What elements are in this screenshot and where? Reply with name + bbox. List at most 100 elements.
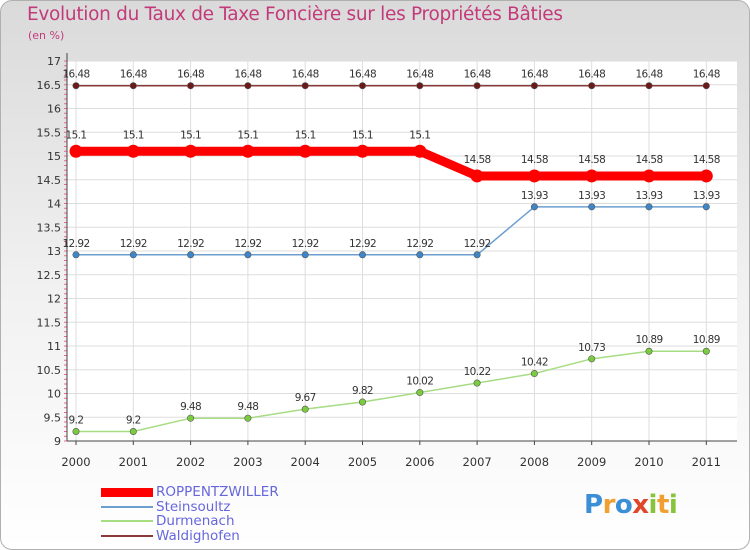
- data-label: 15.1: [352, 129, 373, 141]
- data-label: 16.48: [521, 69, 548, 81]
- data-label: 12.92: [464, 238, 491, 250]
- data-label: 9.2: [69, 415, 84, 427]
- y-tick-label: 9.5: [44, 411, 62, 424]
- x-tick-label: 2011: [692, 455, 721, 469]
- data-point: [184, 144, 198, 158]
- data-label: 9.48: [237, 401, 258, 413]
- y-tick-label: 14.5: [37, 174, 62, 187]
- data-label: 10.42: [521, 357, 548, 369]
- x-tick-label: 2001: [119, 455, 148, 469]
- data-label: 12.92: [292, 238, 319, 250]
- data-point: [416, 389, 424, 397]
- data-point: [358, 398, 366, 406]
- data-label: 16.48: [635, 69, 662, 81]
- x-tick-label: 2009: [577, 455, 606, 469]
- brand-letter: i: [668, 490, 678, 520]
- data-label: 14.58: [635, 154, 662, 166]
- data-point: [69, 144, 83, 158]
- data-point: [244, 82, 252, 90]
- series-line-steinsoultz: [75, 206, 708, 256]
- y-tick-label: 10: [47, 388, 61, 401]
- unit-label: (en %): [28, 29, 65, 42]
- data-point: [301, 251, 309, 259]
- data-label: 16.48: [62, 69, 89, 81]
- data-point: [129, 427, 137, 435]
- data-point: [244, 414, 252, 422]
- x-tick-label: 2005: [348, 455, 377, 469]
- data-label: 15.1: [409, 129, 430, 141]
- data-label: 9.48: [180, 401, 201, 413]
- y-tick-label: 11: [47, 340, 61, 353]
- data-point: [702, 347, 710, 355]
- y-tick-label: 10.5: [37, 364, 62, 377]
- y-tick-label: 15: [47, 150, 61, 163]
- data-point: [187, 251, 195, 259]
- data-label: 13.93: [693, 190, 720, 202]
- data-point: [470, 169, 484, 183]
- legend-label: Durmenach: [156, 513, 235, 529]
- series-line-durmenach: [75, 350, 708, 433]
- y-tick-label: 12.5: [37, 269, 62, 282]
- data-point: [301, 405, 309, 413]
- data-point: [530, 370, 538, 378]
- data-label: 10.89: [635, 334, 662, 346]
- data-point: [702, 82, 710, 90]
- data-point: [416, 82, 424, 90]
- data-label: 16.48: [177, 69, 204, 81]
- brand-letter: t: [656, 490, 669, 520]
- data-point: [702, 203, 710, 211]
- x-tick-label: 2000: [61, 455, 90, 469]
- x-tick-label: 2007: [462, 455, 491, 469]
- data-label: 10.22: [464, 366, 491, 378]
- data-label: 16.48: [464, 69, 491, 81]
- data-point: [588, 355, 596, 363]
- data-label: 10.02: [406, 376, 433, 388]
- data-point: [588, 82, 596, 90]
- data-point: [187, 82, 195, 90]
- data-point: [416, 251, 424, 259]
- data-label: 13.93: [521, 190, 548, 202]
- data-point: [241, 144, 255, 158]
- data-label: 12.92: [62, 238, 89, 250]
- y-tick-label: 17: [47, 55, 61, 68]
- data-point: [298, 144, 312, 158]
- legend-label: ROPPENTZWILLER: [156, 484, 279, 500]
- data-point: [244, 251, 252, 259]
- y-tick-label: 14: [47, 198, 61, 211]
- data-label: 16.48: [292, 69, 319, 81]
- data-point: [72, 82, 80, 90]
- y-tick-label: 16.5: [37, 79, 62, 92]
- data-point: [527, 169, 541, 183]
- data-label: 10.73: [578, 342, 605, 354]
- data-label: 15.1: [237, 129, 258, 141]
- data-label: 10.89: [693, 334, 720, 346]
- x-tick-label: 2004: [291, 455, 320, 469]
- x-tick-label: 2002: [176, 455, 205, 469]
- data-label: 12.92: [177, 238, 204, 250]
- data-label: 16.48: [406, 69, 433, 81]
- data-label: 13.93: [635, 190, 662, 202]
- data-point: [187, 414, 195, 422]
- x-tick-label: 2006: [405, 455, 434, 469]
- legend-label: Steinsoultz: [156, 498, 231, 515]
- legend-swatch: [101, 505, 153, 508]
- data-point: [588, 203, 596, 211]
- y-tick-label: 16: [47, 103, 61, 116]
- data-point: [645, 347, 653, 355]
- series-line-roppentzwiller: [71, 146, 711, 181]
- brand-letter: r: [602, 490, 616, 520]
- data-label: 12.92: [120, 238, 147, 250]
- data-point: [129, 251, 137, 259]
- data-point: [413, 144, 427, 158]
- y-tick-label: 11.5: [37, 316, 62, 329]
- x-tick-label: 2008: [520, 455, 549, 469]
- y-tick-label: 13: [47, 245, 61, 258]
- y-tick-label: 15.5: [37, 126, 62, 139]
- data-label: 14.58: [578, 154, 605, 166]
- legend-swatch: [101, 520, 153, 522]
- data-point: [356, 144, 369, 158]
- data-label: 15.1: [66, 129, 87, 141]
- data-point: [645, 82, 653, 90]
- data-label: 14.58: [521, 154, 548, 166]
